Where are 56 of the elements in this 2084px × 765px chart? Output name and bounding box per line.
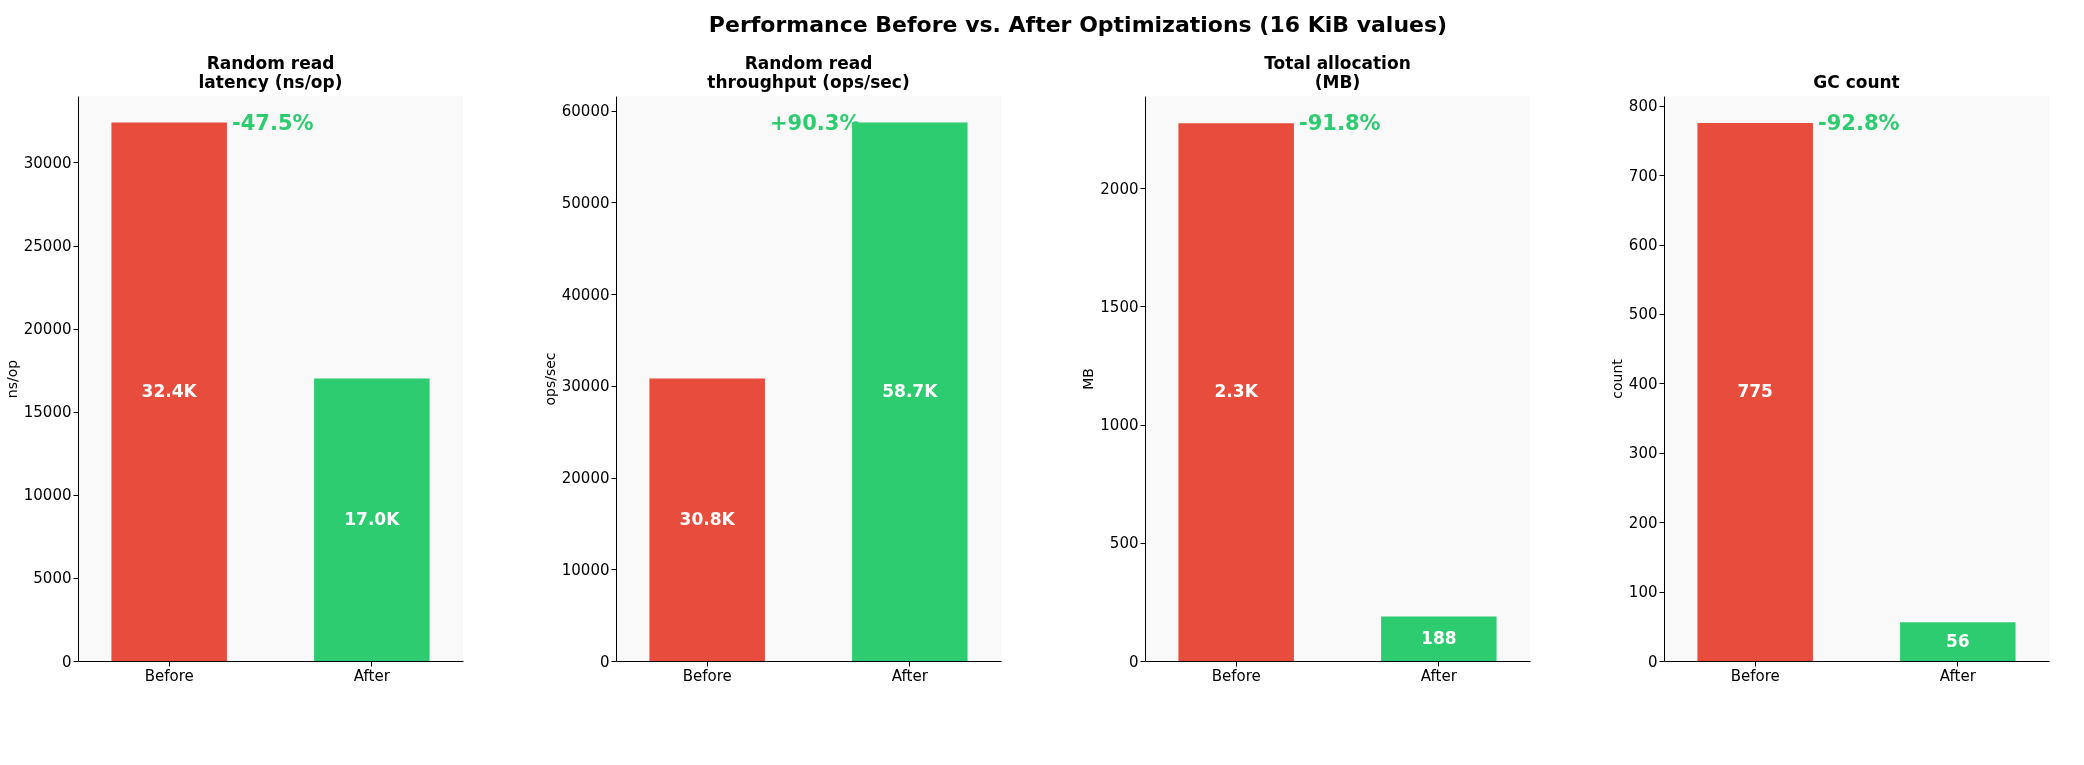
x-tick-label: After bbox=[891, 666, 929, 685]
y-tick-label: 0 bbox=[1128, 652, 1139, 671]
y-tick-label: 0 bbox=[1647, 652, 1658, 671]
chart-title: Random read latency (ns/op) bbox=[198, 53, 343, 92]
y-tick-label: 300 bbox=[1628, 444, 1658, 463]
y-tick-label: 1500 bbox=[1100, 297, 1139, 316]
x-tick-label: Before bbox=[1730, 666, 1780, 685]
annotation: -47.5% bbox=[232, 111, 314, 135]
x-tick-label: Before bbox=[144, 666, 194, 685]
y-tick-label: 5000 bbox=[33, 569, 72, 588]
y-tick-label: 10000 bbox=[561, 560, 610, 579]
data-label: 56 bbox=[1945, 630, 1970, 651]
data-label: 17.0K bbox=[344, 508, 401, 529]
chart-title: Random read throughput (ops/sec) bbox=[707, 53, 910, 92]
y-axis-title: ns/op bbox=[3, 359, 20, 399]
y-tick-label: 0 bbox=[599, 652, 610, 671]
y-tick-label: 1000 bbox=[1100, 416, 1139, 435]
annotation: -91.8% bbox=[1299, 111, 1381, 135]
y-tick-label: 30000 bbox=[561, 377, 610, 396]
y-tick-label: 50000 bbox=[561, 193, 610, 212]
data-label: 188 bbox=[1421, 627, 1457, 648]
y-tick-label: 20000 bbox=[23, 320, 72, 339]
y-tick-label: 15000 bbox=[23, 403, 72, 422]
data-label: 30.8K bbox=[679, 508, 736, 529]
y-tick-label: 500 bbox=[1628, 305, 1658, 324]
chart-title: GC count bbox=[1813, 72, 1900, 92]
y-tick-label: 0 bbox=[61, 652, 72, 671]
x-tick-label: After bbox=[353, 666, 391, 685]
y-axis-title: MB bbox=[1080, 368, 1097, 390]
y-tick-label: 20000 bbox=[561, 469, 610, 488]
y-tick-label: 400 bbox=[1628, 374, 1658, 393]
y-tick-label: 600 bbox=[1628, 236, 1658, 255]
y-axis-title: ops/sec bbox=[541, 352, 558, 406]
y-tick-label: 60000 bbox=[561, 102, 610, 121]
y-tick-label: 10000 bbox=[23, 486, 72, 505]
y-tick-label: 40000 bbox=[561, 285, 610, 304]
y-tick-label: 500 bbox=[1109, 534, 1139, 553]
x-tick-label: Before bbox=[1211, 666, 1261, 685]
y-tick-label: 700 bbox=[1628, 166, 1658, 185]
y-tick-label: 30000 bbox=[23, 153, 72, 172]
y-tick-label: 2000 bbox=[1100, 179, 1139, 198]
data-label: 58.7K bbox=[882, 380, 939, 401]
y-axis-title: count bbox=[1608, 358, 1625, 399]
y-tick-label: 25000 bbox=[23, 237, 72, 256]
y-tick-label: 800 bbox=[1628, 97, 1658, 116]
data-label: 775 bbox=[1737, 381, 1773, 402]
x-tick-label: After bbox=[1420, 666, 1458, 685]
y-tick-label: 100 bbox=[1628, 583, 1658, 602]
data-label: 32.4K bbox=[141, 380, 198, 401]
text: Performance Before vs. After Optimizations (16 KiB values) bbox=[708, 12, 1448, 37]
y-tick-label: 200 bbox=[1628, 513, 1658, 532]
x-tick-label: Before bbox=[682, 666, 732, 685]
annotation: -92.8% bbox=[1818, 111, 1900, 135]
data-label: 2.3K bbox=[1214, 381, 1259, 402]
x-tick-label: After bbox=[1939, 666, 1977, 685]
chart-title: Total allocation (MB) bbox=[1264, 53, 1411, 92]
